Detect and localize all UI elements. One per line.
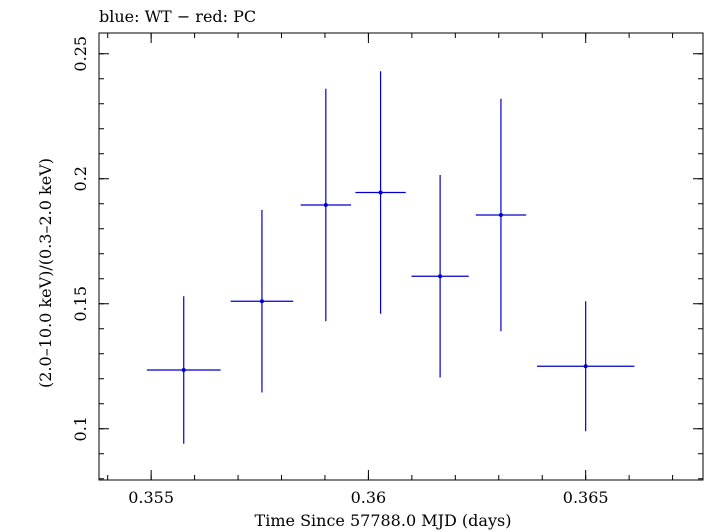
point-marker [498,213,503,217]
data-point [355,71,406,314]
point-marker [323,203,328,207]
data-series [146,71,635,444]
point-marker [378,190,383,195]
data-point [475,98,527,332]
point-marker [583,364,588,369]
x-tick-label: 0.365 [563,488,609,507]
y-tick-label: 0.1 [71,416,90,441]
data-point [146,296,221,444]
data-point [411,175,469,378]
chart-title: blue: WT − red: PC [99,7,256,26]
data-point [537,301,635,432]
x-tick-label: 0.36 [351,488,387,507]
y-tick-label: 0.2 [71,166,90,191]
x-axis-ticks: 0.355 0.36 0.365 [107,33,674,507]
point-marker [438,274,443,279]
x-tick-label: 0.355 [128,488,174,507]
y-axis-label: (2.0–10.0 keV)/(0.3–2.0 keV) [36,158,55,388]
data-point [230,210,294,393]
point-marker [259,299,264,304]
y-axis-ticks: 0.1 0.15 0.2 0.25 [71,36,703,480]
point-marker [181,368,186,372]
y-tick-label: 0.25 [71,36,90,72]
plot-frame [98,32,704,481]
y-tick-label: 0.15 [71,286,90,322]
data-point [300,88,352,322]
x-axis-label: Time Since 57788.0 MJD (days) [255,511,512,530]
